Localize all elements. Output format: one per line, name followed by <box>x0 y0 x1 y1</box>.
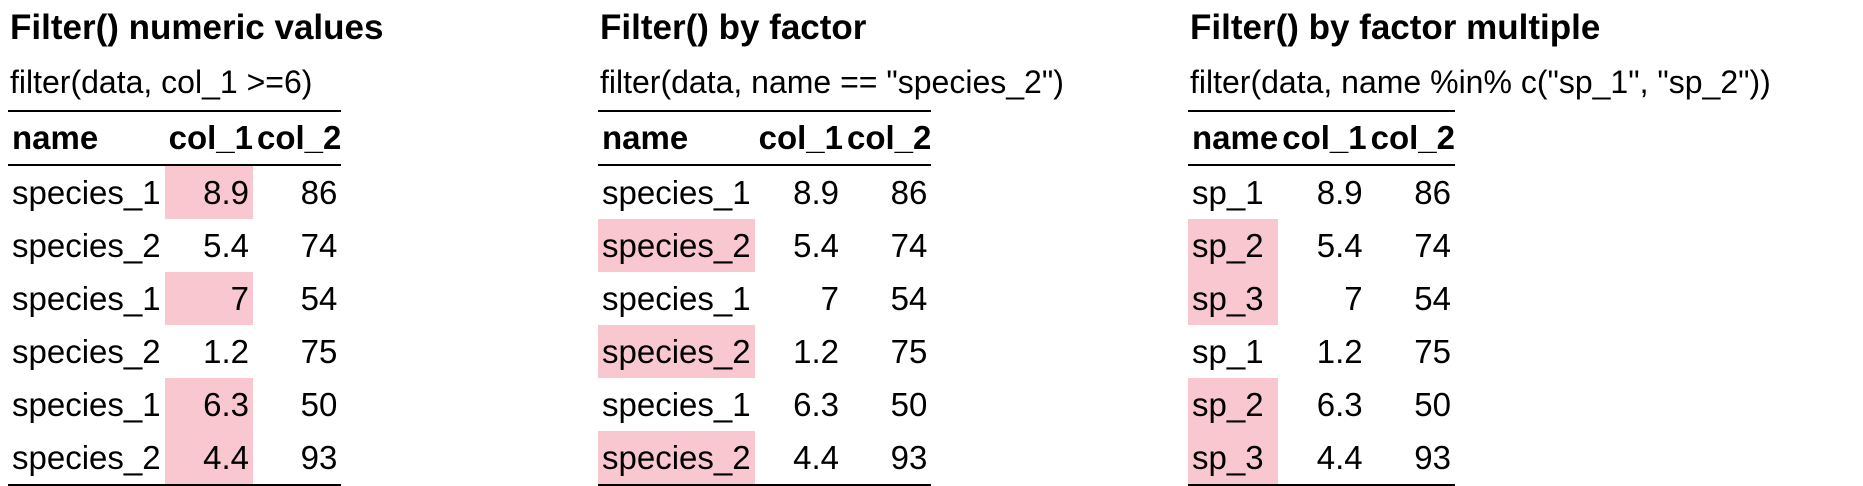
code-snippet: filter(data, name %in% c("sp_1", "sp_2")… <box>1190 64 1771 100</box>
cell-col-1: 8.9 <box>793 173 839 211</box>
cell-col-1: 4.4 <box>1316 438 1363 476</box>
cell-col-2: 86 <box>300 173 338 211</box>
table-header-row: name col_1 col_2 <box>8 111 342 166</box>
cell-col-2: 74 <box>300 226 338 264</box>
cell-name: species_2 <box>598 325 755 378</box>
code-snippet: filter(data, col_1 >=6) <box>10 64 313 100</box>
column-header-col-1: col_1 <box>164 111 253 166</box>
table-row: sp_2 5.4 74 <box>1188 219 1455 272</box>
table-row: species_1 8.9 86 <box>8 165 341 219</box>
table-row: species_2 4.4 93 <box>8 431 341 485</box>
cell-name: species_1 <box>12 385 161 423</box>
cell-name: sp_2 <box>1188 219 1279 272</box>
cell-col-1: 6.3 <box>793 385 839 423</box>
cell-col-2: 54 <box>890 279 928 317</box>
cell-col-2: 93 <box>890 438 928 476</box>
cell-name: sp_2 <box>1188 378 1279 431</box>
column-header-col-2: col_2 <box>253 111 342 166</box>
table-row: species_1 7 54 <box>598 272 931 325</box>
cell-name: species_2 <box>12 226 161 264</box>
cell-name: species_1 <box>602 279 751 317</box>
cell-name: sp_1 <box>1192 332 1264 370</box>
cell-col-1: 1.2 <box>203 332 249 370</box>
column-header-name: name <box>1188 111 1279 166</box>
table-header-row: name col_1 col_2 <box>1188 111 1455 166</box>
table-row: species_1 8.9 86 <box>598 165 931 219</box>
column-header-name: name <box>598 111 755 166</box>
table-row: species_2 4.4 93 <box>598 431 931 485</box>
cell-col-2: 74 <box>1414 226 1451 264</box>
cell-col-1: 4.4 <box>164 431 253 485</box>
cell-name: sp_1 <box>1192 173 1264 211</box>
table-row: species_2 1.2 75 <box>598 325 931 378</box>
table-row: sp_3 7 54 <box>1188 272 1455 325</box>
cell-name: species_2 <box>12 332 161 370</box>
cell-col-2: 93 <box>300 438 338 476</box>
cell-col-1: 5.4 <box>1316 226 1363 264</box>
cell-col-1: 7 <box>1344 279 1363 317</box>
table-header-row: name col_1 col_2 <box>598 111 932 166</box>
cell-col-1: 6.3 <box>164 378 253 431</box>
table-row: species_2 5.4 74 <box>598 219 931 272</box>
cell-name: species_1 <box>12 173 161 211</box>
cell-col-2: 75 <box>1414 332 1451 370</box>
cell-col-1: 7 <box>820 279 839 317</box>
cell-col-2: 86 <box>890 173 928 211</box>
data-table: name col_1 col_2 sp_1 8.9 86 sp_2 5.4 74 sp_3 7… <box>1188 110 1455 486</box>
cell-col-2: 75 <box>300 332 338 370</box>
cell-col-1: 1.2 <box>793 332 839 370</box>
cell-name: sp_3 <box>1188 431 1279 485</box>
cell-name: species_1 <box>12 279 161 317</box>
cell-col-2: 74 <box>890 226 928 264</box>
cell-col-1: 8.9 <box>1316 173 1363 211</box>
cell-col-2: 54 <box>1414 279 1451 317</box>
cell-col-1: 5.4 <box>793 226 839 264</box>
cell-col-1: 5.4 <box>203 226 249 264</box>
cell-col-2: 93 <box>1414 438 1451 476</box>
cell-col-1: 7 <box>164 272 253 325</box>
table-row: species_1 7 54 <box>8 272 341 325</box>
cell-col-1: 6.3 <box>1316 385 1363 423</box>
panel-title: Filter() by factor <box>600 8 867 47</box>
cell-col-2: 50 <box>890 385 928 423</box>
cell-col-1: 4.4 <box>793 438 839 476</box>
table-row: species_1 6.3 50 <box>598 378 931 431</box>
table-row: species_2 5.4 74 <box>8 219 341 272</box>
panel-title: Filter() numeric values <box>10 8 384 47</box>
table-row: sp_1 1.2 75 <box>1188 325 1455 378</box>
column-header-name: name <box>8 111 165 166</box>
column-header-col-2: col_2 <box>1366 111 1455 166</box>
cell-col-2: 50 <box>1414 385 1451 423</box>
table-row: species_2 1.2 75 <box>8 325 341 378</box>
cell-name: species_2 <box>598 219 755 272</box>
cell-col-2: 86 <box>1414 173 1451 211</box>
column-header-col-1: col_1 <box>1278 111 1367 166</box>
code-snippet: filter(data, name == "species_2") <box>600 64 1064 100</box>
cell-name: species_2 <box>12 438 161 476</box>
panel-title: Filter() by factor multiple <box>1190 8 1601 47</box>
cell-col-2: 75 <box>890 332 928 370</box>
cell-col-1: 8.9 <box>164 165 253 219</box>
cell-col-2: 50 <box>300 385 338 423</box>
cell-col-1: 1.2 <box>1316 332 1363 370</box>
column-header-col-2: col_2 <box>843 111 932 166</box>
cell-name: species_1 <box>602 173 751 211</box>
table-row: sp_1 8.9 86 <box>1188 165 1455 219</box>
table-row: species_1 6.3 50 <box>8 378 341 431</box>
data-table: name col_1 col_2 species_1 8.9 86 species_2… <box>598 110 932 486</box>
data-table: name col_1 col_2 species_1 8.9 86 species_2… <box>8 110 342 486</box>
cell-col-2: 54 <box>300 279 338 317</box>
cell-name: sp_3 <box>1188 272 1279 325</box>
cell-name: species_1 <box>602 385 751 423</box>
column-header-col-1: col_1 <box>754 111 843 166</box>
table-row: sp_3 4.4 93 <box>1188 431 1455 485</box>
table-row: sp_2 6.3 50 <box>1188 378 1455 431</box>
cell-name: species_2 <box>598 431 755 485</box>
